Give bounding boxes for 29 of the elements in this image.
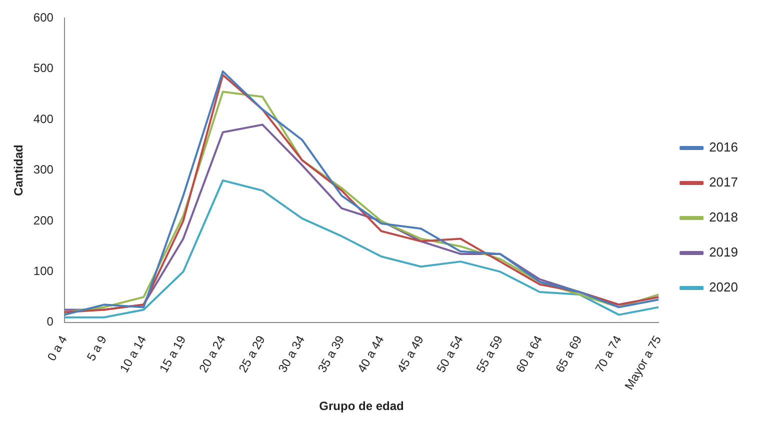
- legend-label: 2017: [709, 174, 738, 190]
- x-tick-label: 65 a 69: [552, 332, 585, 375]
- y-tick-label: 500: [33, 61, 54, 76]
- y-axis-title: Cantidad: [12, 144, 26, 196]
- legend-label: 2018: [709, 210, 738, 225]
- x-tick-label: 10 a 14: [116, 332, 150, 375]
- legend-label: 2016: [709, 140, 738, 155]
- y-tick-label: 0: [46, 314, 54, 329]
- x-tick-label: 0 a 4: [44, 332, 70, 364]
- x-tick-label: 15 a 19: [156, 332, 189, 375]
- x-tick-label: 70 a 74: [592, 332, 625, 375]
- y-tick-label: 400: [33, 112, 54, 126]
- x-axis-title: Grupo de edad: [319, 399, 404, 414]
- x-tick-label: 35 a 39: [315, 332, 348, 375]
- legend-label: 2019: [709, 244, 738, 260]
- x-tick-label: 20 a 24: [196, 332, 228, 375]
- x-tick-label: 25 a 29: [236, 332, 268, 375]
- x-tick-label: 5 a 9: [84, 332, 110, 364]
- y-tick-label: 600: [33, 10, 54, 25]
- x-tick-label: 30 a 34: [275, 332, 308, 375]
- x-tick-label: 60 a 64: [513, 332, 546, 375]
- y-tick-label: 300: [33, 162, 54, 177]
- x-tick-label: 40 a 44: [354, 332, 387, 375]
- x-tick-label: 50 a 54: [434, 332, 466, 375]
- x-tick-label: 55 a 59: [473, 332, 506, 375]
- legend-label: 2020: [709, 280, 738, 295]
- y-tick-label: 200: [33, 213, 54, 228]
- x-tick-label: 45 a 49: [394, 332, 427, 375]
- y-tick-label: 100: [33, 264, 54, 278]
